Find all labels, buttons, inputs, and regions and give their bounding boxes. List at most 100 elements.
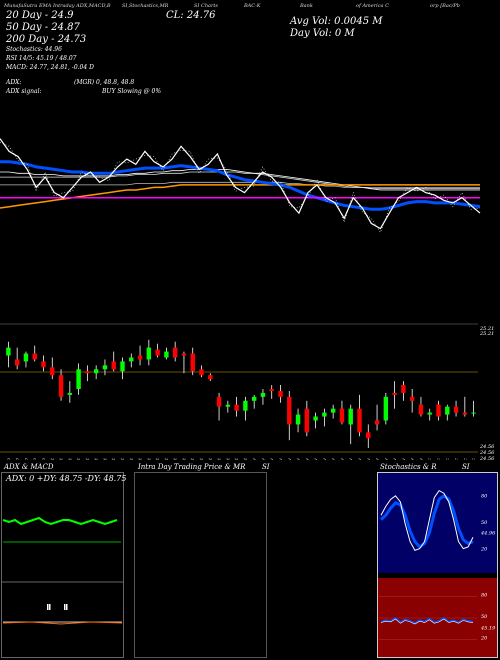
candle-down — [41, 361, 46, 368]
candle-down — [366, 432, 371, 439]
candle-up — [120, 361, 125, 372]
candle-axis-bot-2: 24.56 — [480, 450, 495, 456]
date-tick-label: 18 Nov — [348, 458, 354, 460]
stoch-d-line — [379, 493, 474, 549]
header-title-2: SI,Stochastics,MR — [122, 3, 169, 9]
stoch-value-label: 44.96 — [480, 530, 496, 536]
macd-tick-mark — [66, 604, 68, 610]
candle-axis-bot-3: 24.56 — [480, 456, 495, 462]
date-tick-label: 25 Oct — [208, 457, 214, 460]
header-title-1: MunafaSutra EMA Intraday ADX,MACD,B — [4, 3, 111, 9]
candle-down — [409, 396, 415, 401]
candle-down — [357, 408, 362, 433]
date-tick-label: 24 Oct — [199, 457, 205, 460]
date-tick-label: 02 Oct — [59, 457, 65, 460]
stoch-rsi-title: Stochastics & R — [380, 463, 437, 471]
day-vol-label: Day Vol: 0 M — [290, 28, 355, 39]
candle-up — [295, 414, 301, 425]
close-price-line — [0, 138, 481, 230]
date-tick-label: 08 Oct — [94, 457, 100, 460]
candle-down — [190, 353, 195, 372]
candle-down — [155, 349, 160, 356]
candle-down — [374, 420, 380, 425]
candle-down — [50, 367, 55, 376]
candle-down — [339, 408, 345, 423]
macd-tick-mark — [47, 604, 49, 610]
ema-price-chart — [0, 138, 481, 234]
date-tick-label: 04 Nov — [260, 458, 266, 460]
rsi-white-line — [380, 618, 474, 625]
header-title-5: Bank — [300, 3, 313, 9]
rsi-20-label: 20 — [480, 636, 488, 642]
stoch-background — [378, 473, 497, 573]
macd-tick-mark — [64, 604, 66, 610]
date-tick-label: 29 Nov — [418, 458, 424, 460]
candle-down — [287, 396, 292, 425]
candle-up — [23, 353, 29, 362]
date-tick-label: 09 Dec — [471, 458, 477, 460]
date-tick-label: 31 Oct — [243, 457, 249, 460]
candle-up — [260, 392, 266, 397]
candle-down — [172, 347, 178, 358]
date-tick-label: 14 Oct — [129, 457, 135, 460]
candle-down — [137, 355, 143, 360]
candle-down — [111, 361, 116, 370]
candle-down — [216, 396, 222, 407]
date-tick-label: 21 Oct — [173, 457, 179, 460]
stoch-20-label: 20 — [480, 546, 488, 552]
candle-down — [392, 392, 397, 395]
date-tick-label: 14 Nov — [331, 458, 337, 460]
date-tick-label: 24 Sep — [6, 457, 12, 460]
date-tick-label: 26 Nov — [401, 458, 407, 460]
stoch-80-label: 80 — [481, 494, 488, 500]
candle-up — [164, 351, 169, 358]
candle-up — [471, 412, 476, 414]
rsi-80-label: 80 — [481, 592, 488, 598]
date-tick-label: 04 Oct — [76, 457, 82, 460]
candle-down — [14, 359, 20, 366]
adx-panel-border — [1, 472, 124, 658]
header-title-6: of America C — [356, 3, 389, 9]
buy-slowing-label: BUY Slowing @ 0% — [102, 88, 162, 95]
candle-up — [251, 396, 257, 401]
candle-down — [208, 375, 213, 380]
adx-values-label: ADX: 0 +DY: 48.75 -DY: 48.75 — [6, 474, 127, 483]
candle-axis-top-2: 25.21 — [480, 331, 495, 337]
date-tick-label: 26 Sep — [23, 457, 29, 460]
mgr-value: (MGR) 0, 48.8, 48.8 — [74, 79, 135, 86]
adx-label: ADX: — [6, 79, 22, 86]
ema-white-line-3 — [0, 181, 480, 188]
date-tick-label: 25 Sep — [15, 457, 21, 460]
adx-green-line — [2, 516, 118, 526]
adx-signal-label: ADX signal: — [6, 88, 42, 95]
candle-down — [85, 371, 90, 374]
intraday-panel — [134, 472, 267, 658]
header-title-3: SI Charts — [194, 3, 218, 9]
ema50-label: 50 Day - 24.87 — [6, 22, 80, 33]
candle-down — [199, 369, 204, 376]
date-tick-label: 27 Nov — [410, 458, 416, 460]
candle-up — [93, 369, 99, 374]
date-tick-label: 02 Dec — [427, 458, 433, 460]
date-tick-label: 19 Nov — [357, 458, 363, 460]
stochastics-rsi-panel: 80 50 44.96 20 80 50 45.19 20 — [377, 472, 498, 658]
candlestick-chart: 24 Sep25 Sep26 Sep27 Sep30 Sep01 Oct02 O… — [0, 323, 478, 460]
stoch-k-line — [380, 489, 474, 552]
ema20-label: 20 Day - 24.9 — [6, 10, 74, 21]
candle-up — [322, 412, 327, 417]
ema-orange-line — [0, 184, 480, 209]
date-tick-label: 15 Oct — [138, 457, 144, 460]
date-tick-label: 12 Nov — [313, 458, 319, 460]
candle-down — [418, 404, 424, 415]
date-tick-label: 30 Oct — [234, 457, 240, 460]
date-tick-label: 01 Oct — [50, 457, 56, 460]
stoch-value: Stochastics: 44.96 — [6, 46, 62, 53]
macd-signal-line — [2, 621, 123, 625]
date-tick-label: 03 Oct — [67, 457, 73, 460]
candle-up — [129, 357, 134, 362]
date-tick-label: 18 Oct — [164, 457, 170, 460]
date-tick-label: 15 Nov — [339, 458, 345, 460]
stoch-si-title: SI — [462, 463, 470, 471]
candle-down — [462, 412, 468, 415]
candle-up — [67, 392, 73, 395]
